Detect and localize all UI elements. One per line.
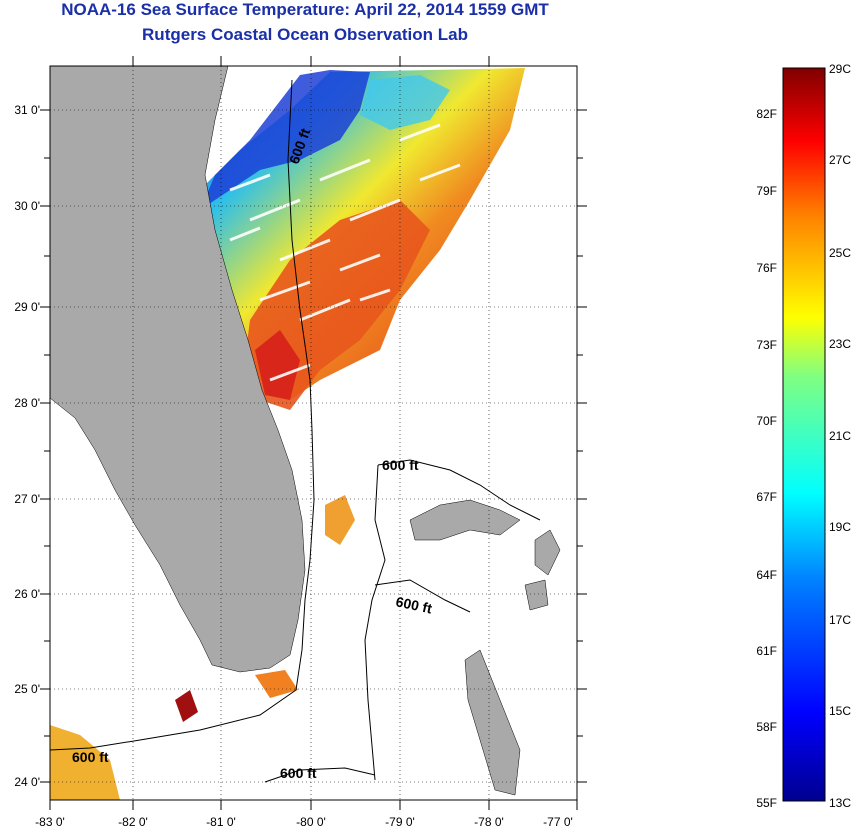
tick-marks bbox=[40, 56, 587, 810]
latitude-labels: 31 0' 30 0' 29 0' 28 0' 27 0' 26 0' 25 0… bbox=[14, 103, 40, 789]
lat-label: 25 0' bbox=[14, 682, 40, 696]
sst-cool-core bbox=[200, 70, 370, 210]
lat-label: 29 0' bbox=[14, 300, 40, 314]
colorbar-c-label: 29C bbox=[829, 62, 851, 76]
cloud-streaks bbox=[209, 123, 461, 382]
colorbar-c-label: 21C bbox=[829, 429, 851, 443]
colorbar-f-label: 61F bbox=[756, 644, 777, 658]
colorbar-c-label: 15C bbox=[829, 704, 851, 718]
abaco-island bbox=[534, 529, 561, 576]
colorbar-celsius-labels: 29C 27C 25C 23C 21C 19C 17C 15C 13C bbox=[829, 62, 851, 810]
contour-label: 600 ft bbox=[280, 765, 317, 781]
longitude-labels: -83 0' -82 0' -81 0' -80 0' -79 0' -78 0… bbox=[35, 815, 573, 829]
colorbar-c-label: 25C bbox=[829, 246, 851, 260]
map-title: NOAA-16 Sea Surface Temperature: April 2… bbox=[61, 0, 549, 19]
colorbar-c-label: 17C bbox=[829, 613, 851, 627]
colorbar bbox=[782, 67, 826, 802]
andros-island bbox=[464, 649, 521, 796]
colorbar-f-label: 82F bbox=[756, 107, 777, 121]
sst-bay-patch bbox=[255, 670, 298, 698]
sst-cyan-patch bbox=[360, 75, 450, 130]
sst-hot-patch bbox=[255, 330, 300, 400]
colorbar-c-label: 19C bbox=[829, 520, 851, 534]
lat-label: 31 0' bbox=[14, 103, 40, 117]
lat-label: 28 0' bbox=[14, 396, 40, 410]
contour-label: 600 ft bbox=[72, 749, 109, 765]
florida-peninsula bbox=[50, 66, 306, 673]
sst-keys-patch bbox=[175, 690, 198, 722]
lat-label: 27 0' bbox=[14, 492, 40, 506]
lon-label: -80 0' bbox=[296, 815, 326, 829]
eleuthera-island bbox=[524, 579, 549, 611]
lat-label: 30 0' bbox=[14, 199, 40, 213]
contour-600ft-florida bbox=[50, 79, 315, 751]
colorbar-f-label: 70F bbox=[756, 414, 777, 428]
colorbar-f-label: 79F bbox=[756, 184, 777, 198]
colorbar-c-label: 23C bbox=[829, 337, 851, 351]
colorbar-f-label: 76F bbox=[756, 261, 777, 275]
lon-label: -78 0' bbox=[474, 815, 504, 829]
lon-label: -77 0' bbox=[543, 815, 573, 829]
contour-600ft-bahama bbox=[377, 459, 541, 521]
lon-label: -81 0' bbox=[206, 815, 236, 829]
colorbar-f-label: 55F bbox=[756, 796, 777, 810]
grand-bahama bbox=[409, 499, 521, 541]
contour-label: 600 ft bbox=[394, 593, 433, 616]
sst-gulf-patch bbox=[50, 725, 120, 800]
lon-label: -83 0' bbox=[35, 815, 65, 829]
contour-600ft-south bbox=[264, 767, 376, 783]
lat-label: 24 0' bbox=[14, 775, 40, 789]
lon-label: -82 0' bbox=[118, 815, 148, 829]
contour-600ft-providence bbox=[374, 579, 471, 613]
sst-patch-east bbox=[325, 495, 355, 545]
contour-600ft-channel bbox=[364, 464, 386, 781]
colorbar-fahrenheit-labels: 82F 79F 76F 73F 70F 67F 64F 61F 58F 55F bbox=[756, 107, 777, 810]
lat-label: 26 0' bbox=[14, 587, 40, 601]
contour-label: 600 ft bbox=[382, 457, 419, 473]
lon-label: -79 0' bbox=[385, 815, 415, 829]
map-border bbox=[49, 65, 578, 801]
map-subtitle: Rutgers Coastal Ocean Observation Lab bbox=[142, 25, 468, 44]
colorbar-f-label: 64F bbox=[756, 568, 777, 582]
colorbar-c-label: 27C bbox=[829, 153, 851, 167]
colorbar-f-label: 67F bbox=[756, 490, 777, 504]
colorbar-f-label: 58F bbox=[756, 720, 777, 734]
colorbar-f-label: 73F bbox=[756, 338, 777, 352]
colorbar-c-label: 13C bbox=[829, 796, 851, 810]
